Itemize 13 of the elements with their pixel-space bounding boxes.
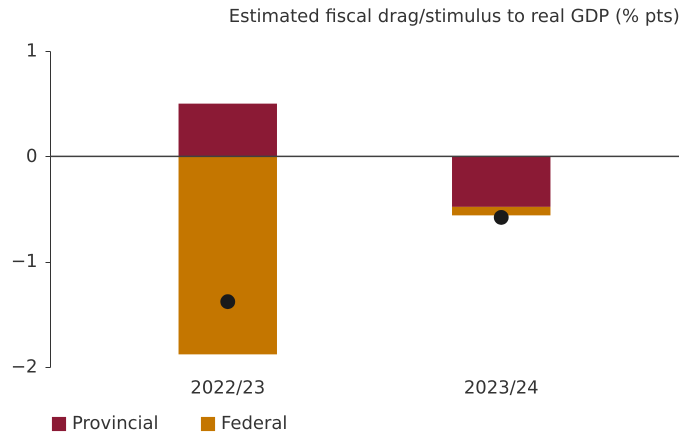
y-tick-label: −1 [10, 251, 38, 272]
y-tick-label: 1 [26, 40, 38, 62]
chart-title: Estimated fiscal drag/stimulus to real GDP (% pts) [228, 6, 680, 27]
legend-label: Provincial [72, 413, 159, 434]
bar [452, 206, 550, 216]
y-tick-label: 0 [26, 146, 38, 167]
legend-label: Federal [221, 413, 288, 434]
x-tick-label: 2023/24 [464, 378, 539, 398]
x-tick-label: 2022/23 [190, 378, 266, 398]
y-tick-label: −2 [10, 356, 38, 378]
bar [452, 156, 550, 207]
bar [178, 156, 277, 354]
bar [178, 104, 277, 156]
